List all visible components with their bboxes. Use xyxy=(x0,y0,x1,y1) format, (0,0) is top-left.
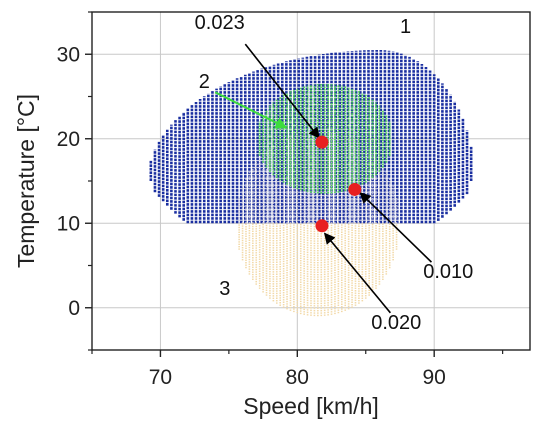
y-tick-label: 30 xyxy=(57,43,80,66)
arrow-0023 xyxy=(244,43,320,139)
y-tick-label: 0 xyxy=(68,297,80,320)
x-axis-title: Speed [km/h] xyxy=(243,393,379,419)
point-0010 xyxy=(348,182,362,196)
point-0020 xyxy=(315,219,329,233)
arrow-region-2 xyxy=(214,91,288,129)
x-tick-label: 80 xyxy=(286,366,309,389)
annotation-label: 1 xyxy=(400,16,411,38)
annotation-label: 3 xyxy=(219,278,230,300)
arrow-0020 xyxy=(323,232,392,314)
y-tick-label: 20 xyxy=(57,128,80,151)
arrow-0010 xyxy=(359,192,433,263)
x-tick-label: 70 xyxy=(149,366,172,389)
annotation-label: 0.023 xyxy=(195,12,245,34)
annotation-label: 2 xyxy=(199,71,210,93)
x-tick-label: 90 xyxy=(423,366,446,389)
arrows xyxy=(214,43,433,314)
y-axis-title: Temperature [°C] xyxy=(13,94,39,268)
point-0023 xyxy=(315,135,329,149)
ticks: 70 80 90 0 10 20 30 Speed [km/h] Temperature [°C… xyxy=(13,11,504,419)
annotation-label: 0.010 xyxy=(423,261,473,283)
annotation-label: 0.020 xyxy=(371,312,421,334)
points xyxy=(315,135,362,233)
labels: 1 2 3 0.023 0.010 0.020 xyxy=(195,12,474,334)
y-tick-label: 10 xyxy=(57,212,80,235)
